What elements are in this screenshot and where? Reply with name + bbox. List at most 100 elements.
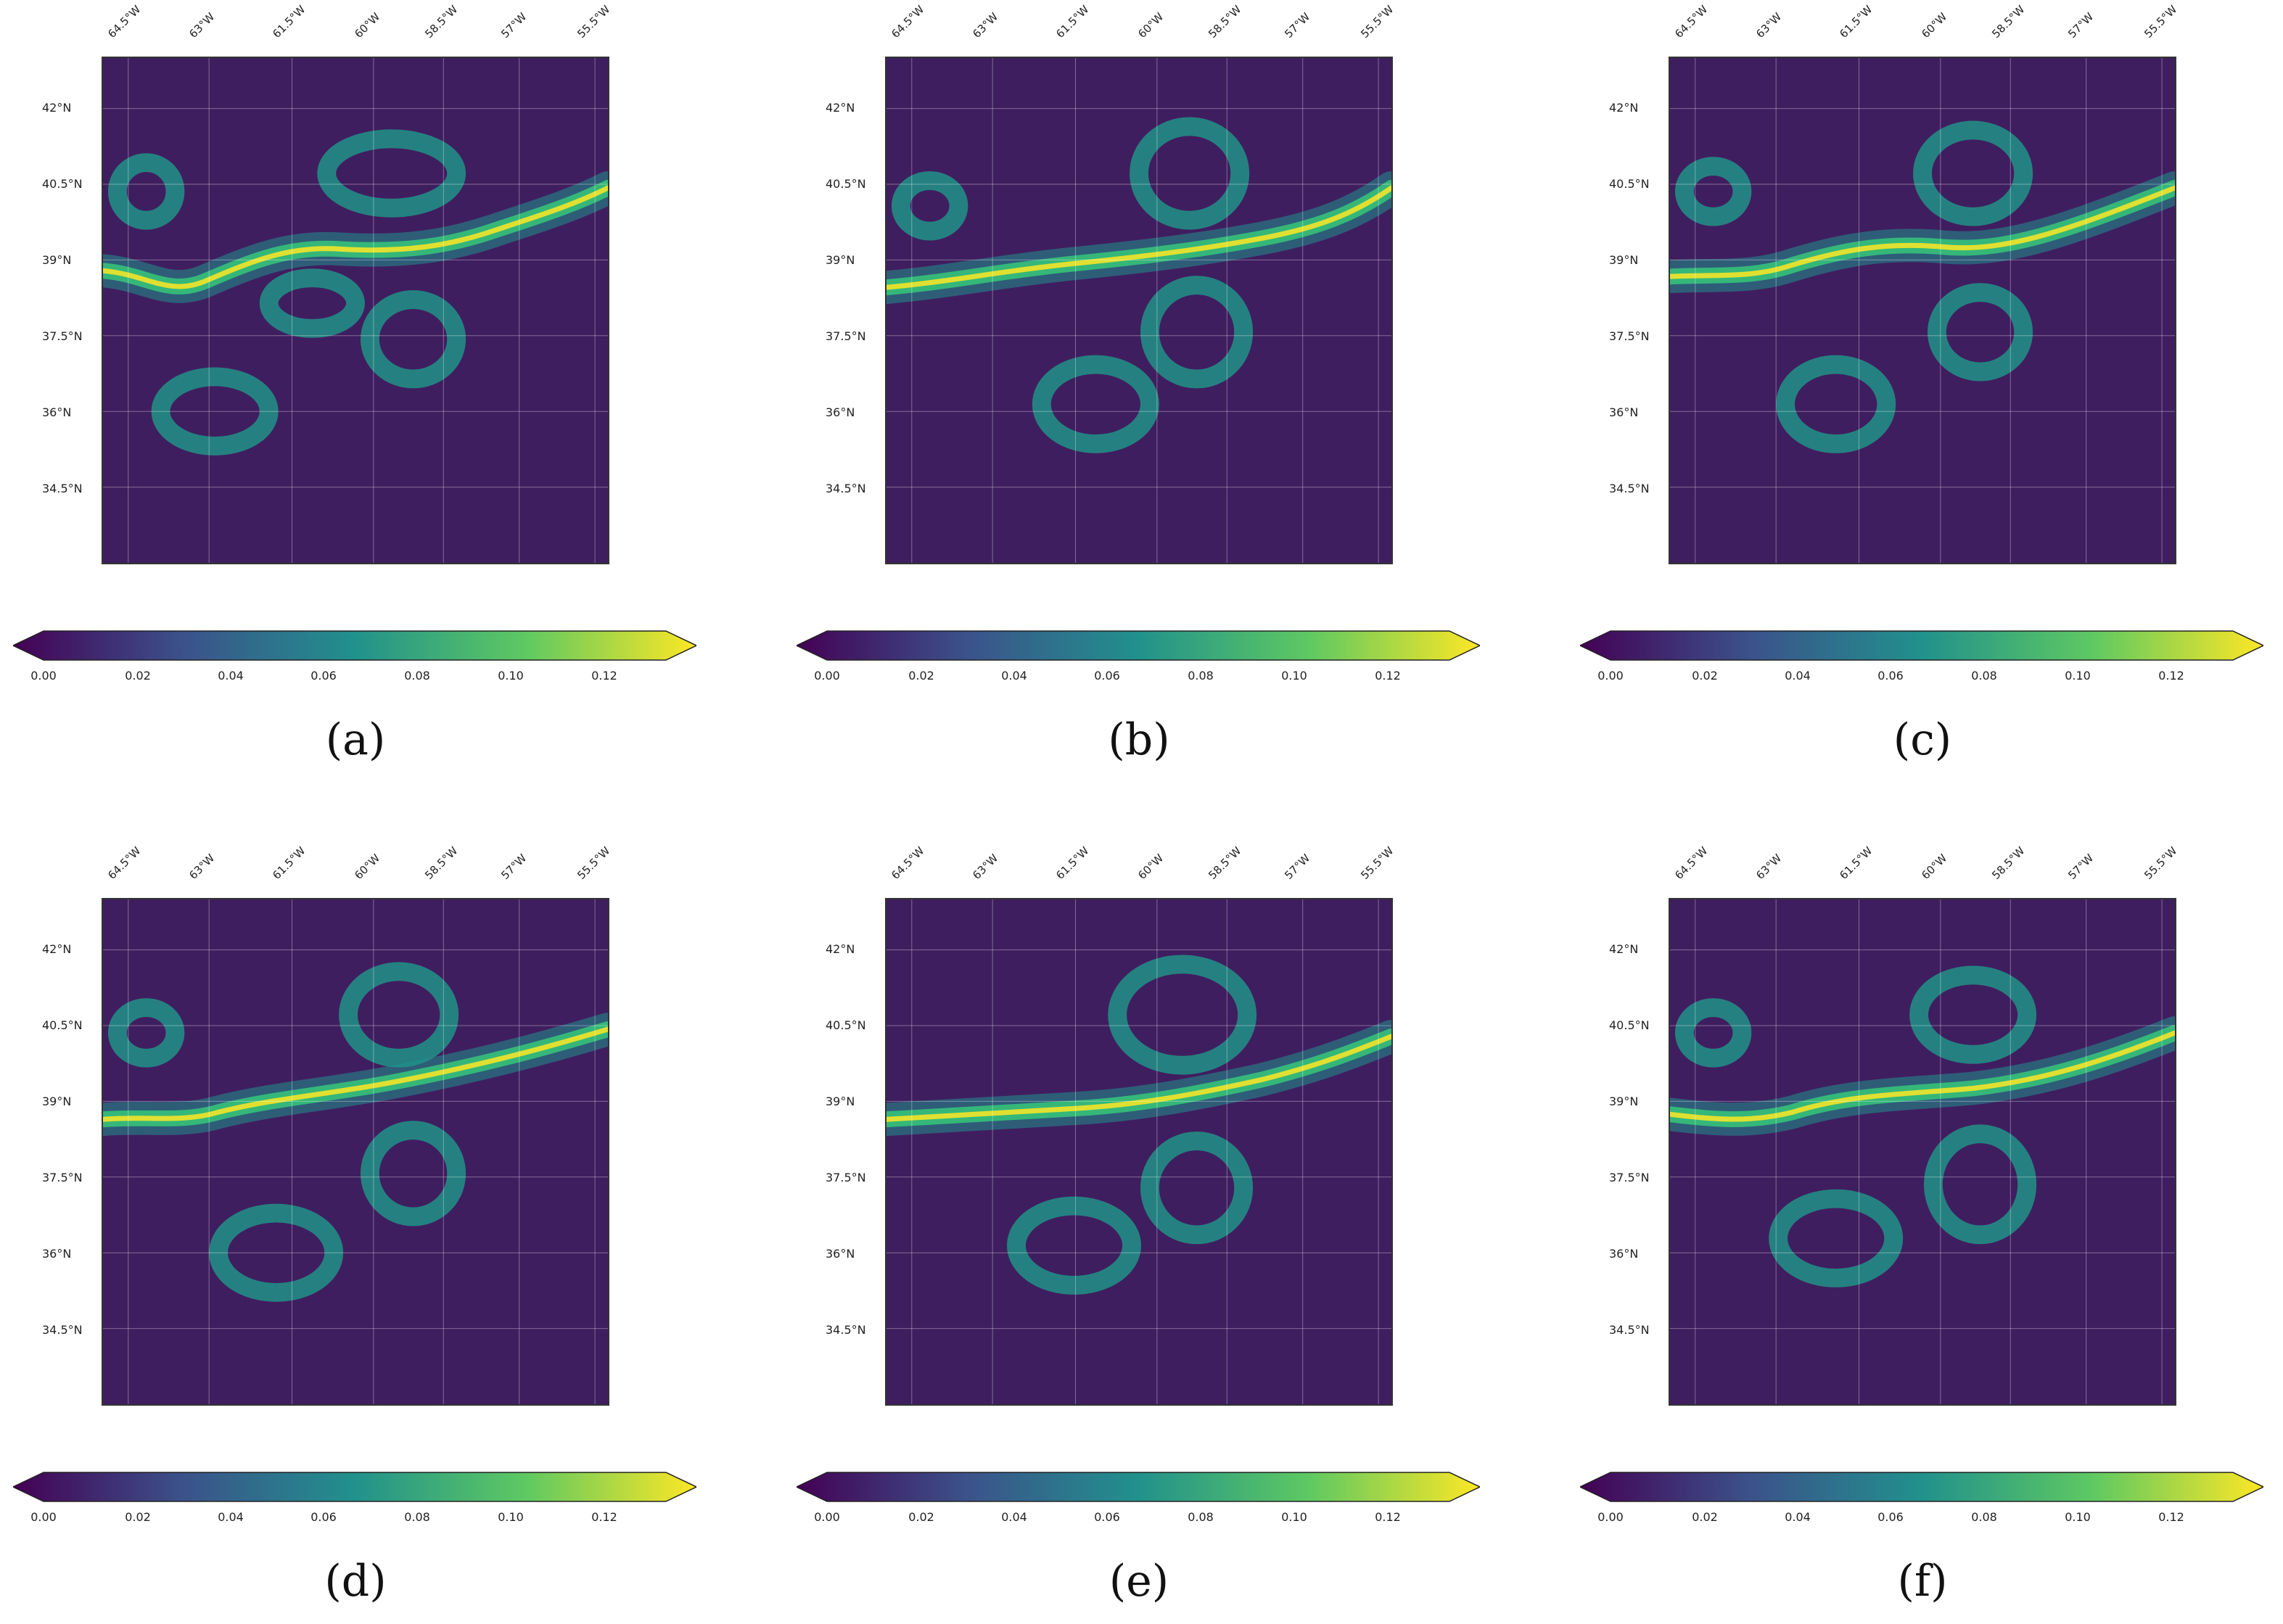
latitude-tick-label: 40.5°N [42, 1018, 83, 1032]
eddy-ring [1909, 965, 2037, 1064]
map-panel-b: 64.5°W 63°W 61.5°W 60°W 58.5°W 57°W 55.5°W 42°… [783, 0, 1509, 776]
colorbar-tick-label: 0.10 [2065, 669, 2091, 683]
velocity-field [1670, 899, 2175, 1404]
longitude-tick-label: 63°W [970, 9, 1001, 41]
eddy-ring [1776, 355, 1896, 453]
longitude-tick-label: 64.5°W [105, 2, 144, 41]
latitude-tick-label: 34.5°N [826, 482, 866, 495]
colorbar-ticks: 0.00 0.02 0.04 0.06 0.08 0.10 0.12 [0, 669, 725, 683]
colorbar [13, 1472, 696, 1502]
longitude-tick-label: 60°W [352, 9, 383, 41]
colorbar-tick-label: 0.02 [125, 1510, 151, 1524]
longitude-tick-label: 58.5°W [422, 844, 461, 882]
colorbar-tick-label: 0.04 [1001, 1510, 1027, 1524]
longitude-tick-label: 55.5°W [2142, 844, 2180, 882]
colorbar-tick-label: 0.00 [1597, 1510, 1624, 1524]
colorbar-tick-label: 0.10 [498, 669, 524, 683]
longitude-tick-label: 64.5°W [1672, 2, 1711, 41]
eddy-ring [317, 129, 466, 218]
longitude-tick-label: 55.5°W [1358, 2, 1396, 41]
gulf-stream-jet [103, 1026, 608, 1122]
colorbar-tick-label: 0.02 [1692, 669, 1718, 683]
colorbar-tick-label: 0.08 [1971, 1510, 1997, 1524]
latitude-tick-label: 34.5°N [826, 1323, 866, 1337]
colorbar-tick-label: 0.02 [1692, 1510, 1718, 1524]
map-plot [102, 57, 609, 564]
latitude-tick-label: 42°N [1609, 101, 1639, 115]
latitude-tick-label: 37.5°N [826, 329, 866, 343]
longitude-tick-label: 60°W [1135, 851, 1167, 882]
panel-label: (e) [1108, 1556, 1169, 1607]
colorbar-tick-label: 0.12 [2158, 669, 2184, 683]
colorbar-tick-label: 0.08 [404, 669, 430, 683]
longitude-tick-label: 63°W [1753, 9, 1785, 41]
eddy-ring [891, 171, 968, 241]
latitude-tick-label: 39°N [42, 1095, 72, 1108]
colorbar-tick-label: 0.00 [814, 1510, 840, 1524]
colorbar-tick-label: 0.04 [1785, 669, 1811, 683]
longitude-tick-label: 57°W [1282, 851, 1313, 882]
velocity-field [103, 899, 608, 1404]
eddy-ring [259, 268, 365, 338]
colorbar-body [1580, 1472, 2263, 1502]
eddy-ring [107, 998, 185, 1068]
eddy-ring [360, 1121, 466, 1227]
eddy-ring [339, 962, 459, 1068]
colorbar-ticks: 0.00 0.02 0.04 0.06 0.08 0.10 0.12 [0, 1510, 725, 1525]
eddy-ring [1927, 283, 2033, 382]
latitude-tick-label: 34.5°N [42, 482, 83, 495]
colorbar-tick-label: 0.04 [1785, 1510, 1811, 1524]
longitude-tick-label: 64.5°W [889, 2, 927, 41]
colorbar-tick-label: 0.06 [1877, 669, 1904, 683]
latitude-tick-label: 36°N [1609, 1247, 1639, 1261]
longitude-tick-label: 57°W [2065, 851, 2097, 882]
latitude-tick-label: 42°N [826, 942, 855, 956]
map-plot [1669, 898, 2176, 1406]
gulf-stream-jet [887, 1034, 1391, 1122]
colorbar-body [13, 1472, 696, 1502]
map-panel-c: 64.5°W 63°W 61.5°W 60°W 58.5°W 57°W 55.5°W 42°… [1567, 0, 2283, 776]
panel-label: (b) [1108, 714, 1170, 765]
longitude-tick-label: 55.5°W [575, 844, 613, 882]
latitude-tick-label: 37.5°N [1609, 329, 1650, 343]
colorbar [1580, 1472, 2263, 1502]
colorbar [1580, 630, 2263, 661]
colorbar-ticks: 0.00 0.02 0.04 0.06 0.08 0.10 0.12 [1567, 1510, 2283, 1525]
longitude-tick-label: 64.5°W [105, 844, 144, 882]
colorbar-body [797, 1472, 1480, 1502]
longitude-tick-label: 64.5°W [1672, 844, 1711, 882]
velocity-field [887, 58, 1391, 563]
colorbar-tick-label: 0.12 [1375, 669, 1401, 683]
latitude-tick-label: 42°N [1609, 942, 1639, 956]
longitude-tick-label: 63°W [186, 851, 218, 882]
longitude-tick-label: 58.5°W [422, 2, 461, 41]
latitude-tick-label: 34.5°N [42, 1323, 83, 1337]
colorbar-tick-label: 0.06 [1094, 1510, 1120, 1524]
latitude-tick-label: 40.5°N [826, 177, 866, 191]
colorbar-tick-label: 0.04 [218, 669, 244, 683]
latitude-tick-label: 34.5°N [1609, 1323, 1650, 1337]
colorbar-tick-label: 0.08 [404, 1510, 430, 1524]
colorbar-tick-label: 0.12 [591, 1510, 617, 1524]
map-panel-a: 64.5°W 63°W 61.5°W 60°W 58.5°W 57°W 55.5°W 42°… [0, 0, 725, 776]
eddy-ring [151, 367, 279, 456]
eddy-ring [1913, 120, 2033, 226]
gulf-stream-jet [1670, 185, 2175, 279]
eddy-ring [1130, 117, 1250, 230]
latitude-tick-label: 36°N [826, 405, 855, 419]
colorbar-tick-label: 0.02 [125, 669, 151, 683]
gulf-stream-jet [103, 185, 608, 289]
colorbar-tick-label: 0.08 [1188, 1510, 1214, 1524]
colorbar-tick-label: 0.00 [30, 669, 57, 683]
eddy-ring [209, 1203, 344, 1302]
map-panel-e: 64.5°W 63°W 61.5°W 60°W 58.5°W 57°W 55.5°W 42°… [783, 841, 1509, 1617]
colorbar-tick-label: 0.06 [310, 1510, 337, 1524]
colorbar-ticks: 0.00 0.02 0.04 0.06 0.08 0.10 0.12 [1567, 669, 2283, 683]
longitude-tick-label: 57°W [498, 851, 530, 882]
panel-label: (a) [325, 714, 386, 765]
colorbar-tick-label: 0.00 [1597, 669, 1624, 683]
longitude-tick-label: 63°W [970, 851, 1001, 882]
longitude-tick-label: 58.5°W [1206, 2, 1244, 41]
map-plot [1669, 57, 2176, 564]
colorbar-ticks: 0.00 0.02 0.04 0.06 0.08 0.10 0.12 [783, 669, 1509, 683]
